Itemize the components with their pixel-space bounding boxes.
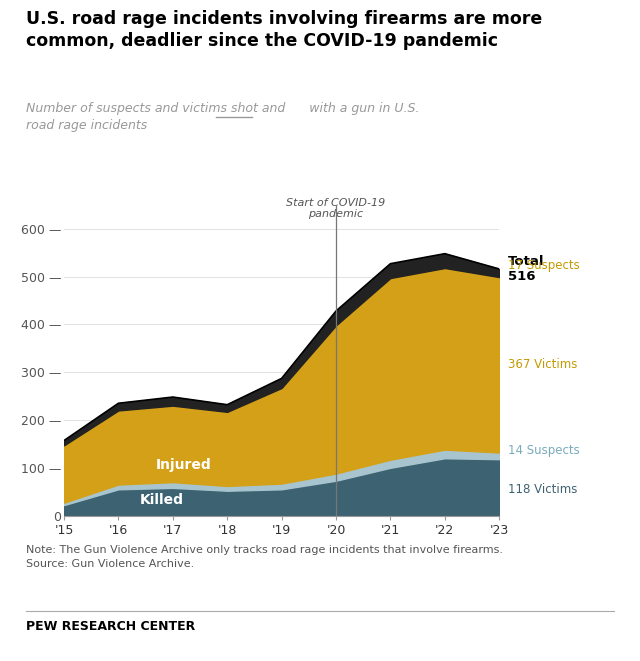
Text: 17 Suspects: 17 Suspects	[508, 259, 580, 272]
Text: Killed: Killed	[140, 493, 184, 507]
Text: 118 Victims: 118 Victims	[508, 483, 577, 496]
Text: 14 Suspects: 14 Suspects	[508, 444, 580, 457]
Text: Start of COVID-19
pandemic: Start of COVID-19 pandemic	[286, 198, 386, 219]
Text: Total
516: Total 516	[508, 255, 545, 283]
Text: U.S. road rage incidents involving firearms are more
common, deadlier since the : U.S. road rage incidents involving firea…	[26, 10, 542, 50]
Text: 367 Victims: 367 Victims	[508, 358, 577, 371]
Text: PEW RESEARCH CENTER: PEW RESEARCH CENTER	[26, 620, 195, 633]
Text: Number of suspects and victims shot and      with a gun in U.S.
road rage incide: Number of suspects and victims shot and …	[26, 102, 419, 132]
Text: Injured: Injured	[156, 458, 212, 473]
Text: Note: The Gun Violence Archive only tracks road rage incidents that involve fire: Note: The Gun Violence Archive only trac…	[26, 545, 502, 568]
